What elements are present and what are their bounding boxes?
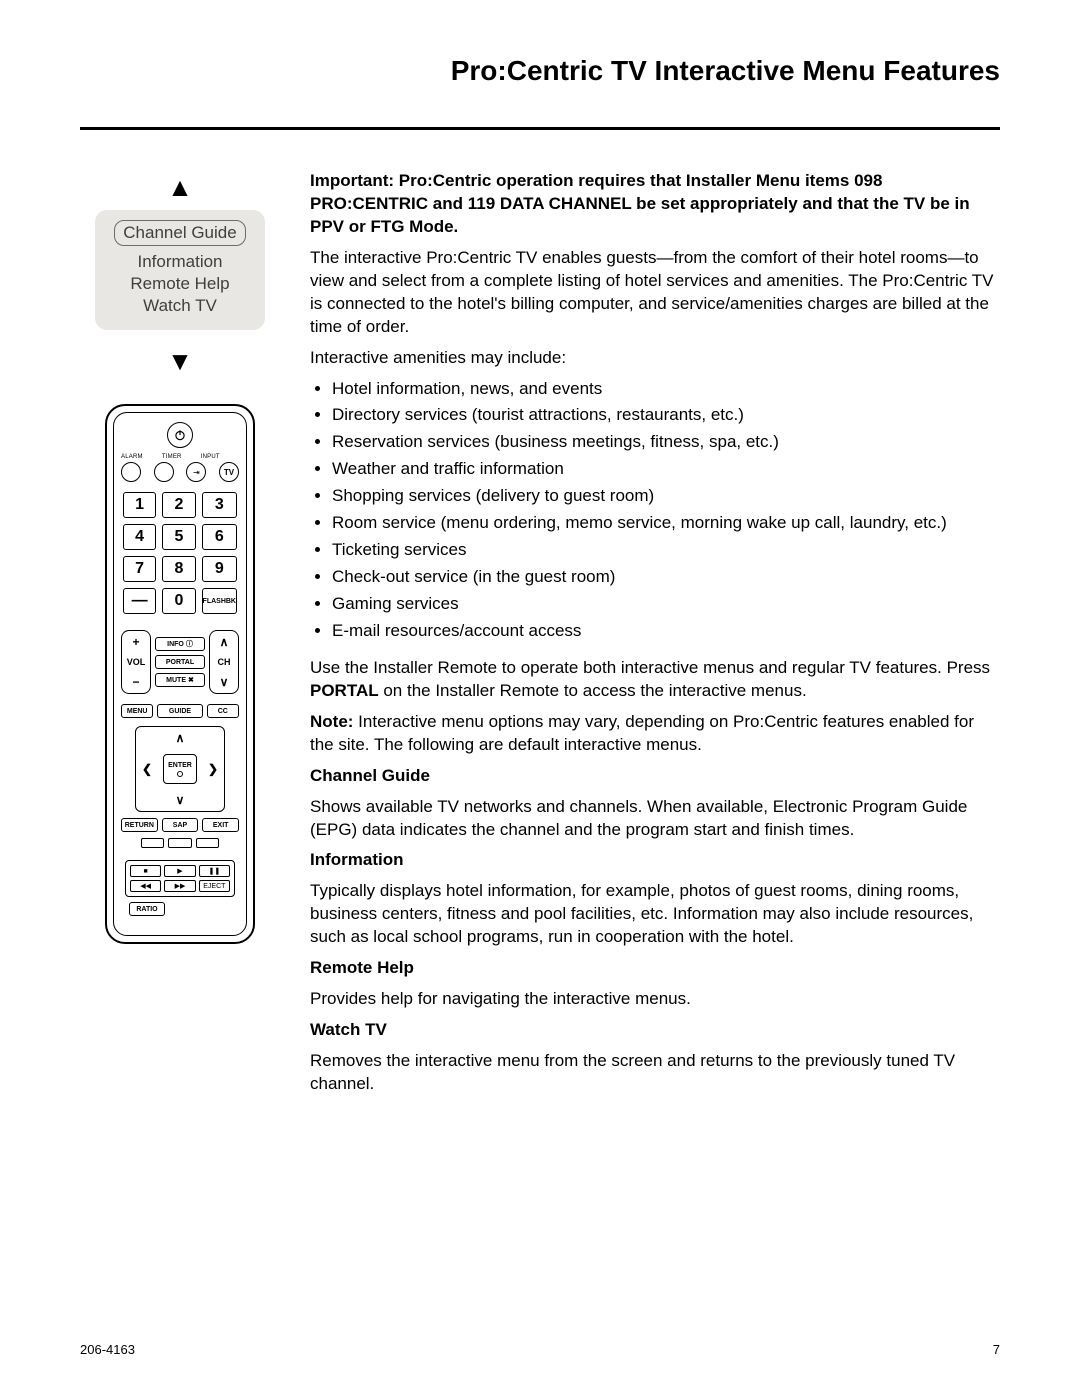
dpad: ∧ ∨ ❮ ❯ ENTER [135, 726, 225, 812]
osd-item: Information [107, 252, 253, 272]
portal-button: PORTAL [155, 655, 205, 669]
timer-button [154, 462, 174, 482]
dpad-right-icon: ❯ [208, 762, 218, 776]
num-6: 6 [202, 524, 237, 550]
color-button [196, 838, 219, 848]
num-7: 7 [123, 556, 156, 582]
remote-illustration: ALARM TIMER INPUT ⇥ TV 1 2 3 4 5 [105, 404, 255, 944]
num-2: 2 [162, 492, 195, 518]
flashbk-button: FLASHBK [202, 588, 237, 614]
list-item: Hotel information, news, and events [332, 378, 1000, 401]
stop-button: ■ [130, 865, 161, 877]
num-3: 3 [202, 492, 237, 518]
list-item: Weather and traffic information [332, 458, 1000, 481]
mute-button: MUTE ✖ [155, 673, 205, 687]
amenities-list: Hotel information, news, and events Dire… [310, 378, 1000, 643]
num-0: 0 [162, 588, 195, 614]
amenities-lead: Interactive amenities may include: [310, 347, 1000, 370]
list-item: Room service (menu ordering, memo servic… [332, 512, 1000, 535]
list-item: Directory services (tourist attractions,… [332, 404, 1000, 427]
section-information-heading: Information [310, 849, 1000, 872]
num-dash: — [123, 588, 156, 614]
rew-button: ◀◀ [130, 880, 161, 892]
cc-button: CC [207, 704, 239, 718]
num-5: 5 [162, 524, 195, 550]
section-channel-guide-heading: Channel Guide [310, 765, 1000, 788]
important-note: Important: Pro:Centric operation require… [310, 170, 1000, 239]
menu-button: MENU [121, 704, 153, 718]
dpad-left-icon: ❮ [142, 762, 152, 776]
page-number: 7 [993, 1342, 1000, 1357]
power-button-icon [167, 422, 193, 448]
list-item: Check-out service (in the guest room) [332, 566, 1000, 589]
osd-item: Watch TV [107, 296, 253, 316]
use-remote-paragraph: Use the Installer Remote to operate both… [310, 657, 1000, 703]
section-information-body: Typically displays hotel information, fo… [310, 880, 1000, 949]
num-9: 9 [202, 556, 237, 582]
remote-numpad: 1 2 3 4 5 6 7 8 9 — 0 FLASHBK [123, 492, 237, 614]
play-button: ▶ [164, 865, 195, 877]
page-title: Pro:Centric TV Interactive Menu Features [80, 55, 1000, 87]
vol-rocker: +VOL− [121, 630, 151, 694]
return-button: RETURN [121, 818, 158, 832]
section-remote-help-heading: Remote Help [310, 957, 1000, 980]
eject-button: EJECT [199, 880, 230, 892]
num-4: 4 [123, 524, 156, 550]
color-button [168, 838, 191, 848]
num-1: 1 [123, 492, 156, 518]
guide-button: GUIDE [157, 704, 202, 718]
color-button [141, 838, 164, 848]
osd-menu: Channel Guide Information Remote Help Wa… [95, 210, 265, 330]
remote-top-labels: ALARM TIMER INPUT [121, 454, 239, 460]
section-remote-help-body: Provides help for navigating the interac… [310, 988, 1000, 1011]
doc-number: 206-4163 [80, 1342, 135, 1357]
intro-paragraph: The interactive Pro:Centric TV enables g… [310, 247, 1000, 339]
note-paragraph: Note: Interactive menu options may vary,… [310, 711, 1000, 757]
tv-button: TV [219, 462, 239, 482]
dpad-up-icon: ∧ [176, 731, 185, 745]
ratio-button: RATIO [129, 902, 165, 916]
exit-button: EXIT [202, 818, 239, 832]
list-item: Ticketing services [332, 539, 1000, 562]
sap-button: SAP [162, 818, 199, 832]
pause-button: ❚❚ [199, 865, 230, 877]
section-watch-tv-body: Removes the interactive menu from the sc… [310, 1050, 1000, 1096]
ff-button: ▶▶ [164, 880, 195, 892]
ch-rocker: ∧CH∨ [209, 630, 239, 694]
title-rule [80, 127, 1000, 130]
enter-button: ENTER [163, 754, 197, 784]
section-channel-guide-body: Shows available TV networks and channels… [310, 796, 1000, 842]
list-item: E-mail resources/account access [332, 620, 1000, 643]
section-watch-tv-heading: Watch TV [310, 1019, 1000, 1042]
num-8: 8 [162, 556, 195, 582]
osd-item: Remote Help [107, 274, 253, 294]
osd-arrow-up-icon: ▲ [167, 174, 193, 200]
info-button: INFO ⓘ [155, 637, 205, 651]
input-button: ⇥ [186, 462, 206, 482]
list-item: Gaming services [332, 593, 1000, 616]
osd-arrow-down-icon: ▼ [167, 348, 193, 374]
dpad-down-icon: ∨ [176, 793, 185, 807]
alarm-button [121, 462, 141, 482]
playback-block: ■ ▶ ❚❚ ◀◀ ▶▶ EJECT [125, 860, 235, 897]
list-item: Shopping services (delivery to guest roo… [332, 485, 1000, 508]
osd-item-selected: Channel Guide [114, 220, 245, 246]
list-item: Reservation services (business meetings,… [332, 431, 1000, 454]
